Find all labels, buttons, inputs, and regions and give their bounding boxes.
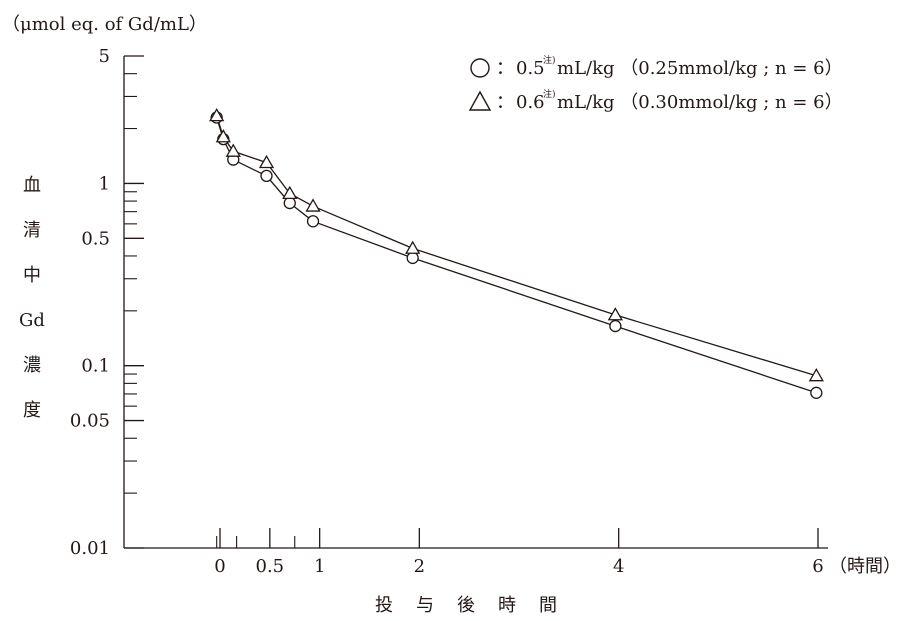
x-tick-label: 1 <box>314 556 325 577</box>
triangle-point <box>607 307 623 321</box>
x-title-char-2: 与 <box>416 595 434 616</box>
y-tick-label: 1 <box>99 173 110 194</box>
series-layer <box>209 107 824 399</box>
series-line-circle <box>216 117 817 394</box>
circle-point <box>260 169 273 183</box>
x-tick-label: 0 <box>214 556 225 577</box>
y-tick-label: 0.5 <box>81 228 110 249</box>
y-title-char-6: 度 <box>23 400 41 421</box>
y-title-char-1: 血 <box>23 175 41 196</box>
legend-circle-marker <box>470 58 490 78</box>
y-title-char-3: 中 <box>23 265 41 286</box>
y-title-char-2: 清 <box>23 220 41 241</box>
x-tick-label: 2 <box>414 556 425 577</box>
legend-colon-2: ： <box>496 92 514 113</box>
series-line-triangle <box>216 115 817 377</box>
x-axis-title: 投 与 後 時 間 <box>375 595 557 616</box>
triangle-point <box>405 240 421 254</box>
x-title-char-1: 投 <box>375 595 393 616</box>
x-ticks: 0 0.5 1 2 4 6 <box>214 528 824 577</box>
y-ticks: 5 1 0.5 0.1 0.05 0.01 <box>70 46 144 559</box>
x-unit-label: （時間） <box>829 556 901 577</box>
y-tick-label: 5 <box>99 46 110 67</box>
y-title-char-4: Gd <box>19 310 45 331</box>
circle-point <box>810 386 823 399</box>
triangle-point <box>808 368 824 382</box>
x-title-char-3: 後 <box>457 595 475 616</box>
triangle-point <box>282 185 298 200</box>
legend-unit-2: mL/kg （0.30mmol/kg ; n = 6） <box>557 92 843 113</box>
triangle-point <box>305 198 321 212</box>
x-tick-label: 0.5 <box>256 556 285 577</box>
triangle-point <box>209 107 225 122</box>
x-tick-label: 6 <box>812 556 823 577</box>
legend-value-1: 0.5 <box>516 58 545 79</box>
circle-point <box>406 251 419 265</box>
x-title-char-4: 時 <box>498 595 516 616</box>
y-tick-label: 0.05 <box>70 411 110 432</box>
legend: ： 0.5 注) mL/kg （0.25mmol/kg ; n = 6） ： 0… <box>468 54 843 113</box>
y-title-char-5: 濃 <box>23 355 41 376</box>
circle-point <box>609 319 622 333</box>
legend-unit-1: mL/kg （0.25mmol/kg ; n = 6） <box>557 58 843 79</box>
legend-note-1: 注) <box>543 54 556 66</box>
legend-note-2: 注) <box>543 88 556 100</box>
x-title-char-5: 間 <box>539 595 557 616</box>
y-tick-label: 0.01 <box>70 538 110 559</box>
legend-triangle-marker <box>468 90 492 111</box>
legend-colon-1: ： <box>496 58 514 79</box>
circle-point <box>306 215 320 228</box>
legend-value-2: 0.6 <box>516 92 545 113</box>
triangle-point <box>258 154 275 169</box>
y-unit-label: （μmol eq. of Gd/mL） <box>2 14 207 35</box>
y-axis-title: 血 清 中 Gd 濃 度 <box>19 175 45 421</box>
y-tick-label: 0.1 <box>81 356 110 377</box>
x-tick-label: 4 <box>613 556 624 577</box>
circle-point <box>283 196 296 210</box>
triangle-point <box>225 143 241 157</box>
triangle-point <box>215 129 231 143</box>
